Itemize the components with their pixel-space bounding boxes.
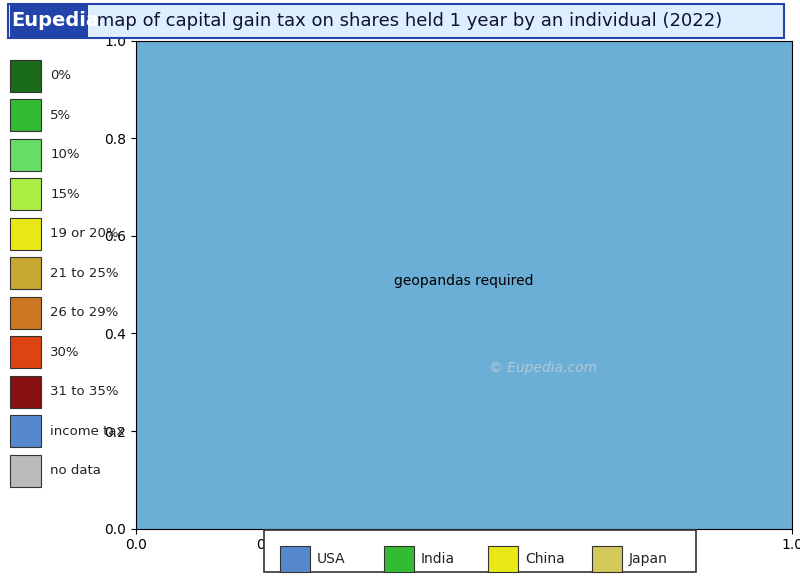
Text: India: India [421,552,455,566]
Text: 19 or 20%: 19 or 20% [50,227,119,240]
Text: 10%: 10% [50,148,80,161]
Text: 5%: 5% [50,109,71,121]
Text: 21 to 25%: 21 to 25% [50,267,119,279]
Text: 31 to 35%: 31 to 35% [50,385,119,398]
Text: China: China [525,552,565,566]
Text: income tax: income tax [50,425,125,437]
Text: 0%: 0% [50,69,71,82]
Text: Japan: Japan [629,552,668,566]
Text: USA: USA [317,552,346,566]
Text: no data: no data [50,464,102,477]
Text: map of capital gain tax on shares held 1 year by an individual (2022): map of capital gain tax on shares held 1… [91,12,722,30]
Text: 26 to 29%: 26 to 29% [50,306,118,319]
Text: 15%: 15% [50,188,80,200]
Text: 30%: 30% [50,346,80,358]
Text: © Eupedia.com: © Eupedia.com [489,361,597,375]
Text: geopandas required: geopandas required [394,274,534,288]
Text: Eupedia: Eupedia [11,12,99,30]
